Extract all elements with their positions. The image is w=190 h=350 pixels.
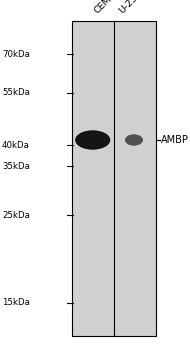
Ellipse shape	[125, 135, 142, 145]
Ellipse shape	[128, 136, 140, 144]
Text: 55kDa: 55kDa	[2, 88, 30, 97]
Text: 35kDa: 35kDa	[2, 162, 30, 171]
Ellipse shape	[125, 134, 143, 146]
Text: 70kDa: 70kDa	[2, 50, 30, 59]
Ellipse shape	[78, 132, 108, 148]
Ellipse shape	[76, 131, 109, 149]
Ellipse shape	[75, 131, 110, 150]
Ellipse shape	[84, 134, 102, 146]
Bar	[72, 21, 156, 336]
Text: 15kDa: 15kDa	[2, 298, 30, 307]
Text: 25kDa: 25kDa	[2, 211, 30, 220]
Text: 40kDa: 40kDa	[2, 141, 30, 150]
Ellipse shape	[85, 135, 101, 145]
Ellipse shape	[129, 136, 139, 144]
Ellipse shape	[82, 133, 104, 147]
Ellipse shape	[76, 131, 110, 149]
Ellipse shape	[78, 132, 107, 148]
Ellipse shape	[83, 134, 103, 146]
Ellipse shape	[128, 136, 140, 144]
Text: U-251MG: U-251MG	[117, 0, 155, 16]
Ellipse shape	[79, 132, 106, 148]
Ellipse shape	[77, 131, 108, 149]
Ellipse shape	[130, 137, 138, 143]
Ellipse shape	[81, 133, 104, 147]
Text: AMBP: AMBP	[161, 135, 188, 145]
Ellipse shape	[129, 137, 139, 143]
Ellipse shape	[127, 135, 141, 145]
Ellipse shape	[80, 132, 106, 148]
Text: CEM: CEM	[93, 0, 114, 16]
Ellipse shape	[82, 134, 103, 146]
Ellipse shape	[128, 136, 139, 144]
Ellipse shape	[84, 134, 101, 146]
Ellipse shape	[126, 135, 142, 145]
Ellipse shape	[126, 135, 142, 145]
Ellipse shape	[80, 133, 105, 147]
Ellipse shape	[127, 135, 141, 145]
